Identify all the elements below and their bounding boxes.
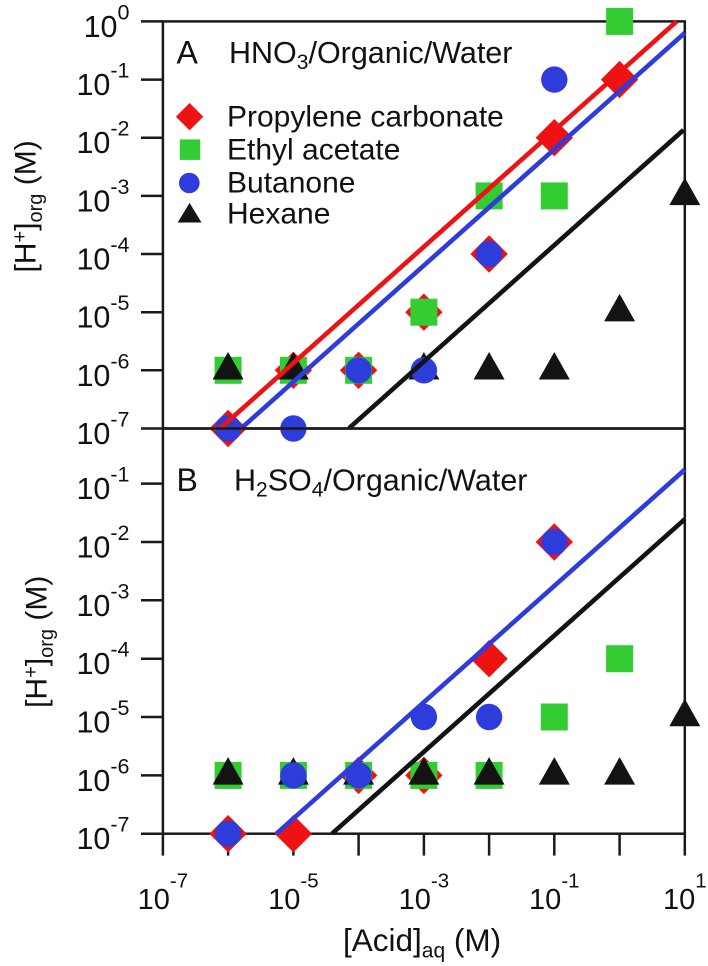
svg-text:Ethyl acetate: Ethyl acetate [227,134,400,167]
svg-text:HNO3/Organic/Water: HNO3/Organic/Water [229,36,512,74]
svg-text:Butanone: Butanone [227,167,355,200]
svg-text:A: A [177,34,199,70]
svg-text:Propylene carbonate: Propylene carbonate [227,101,504,134]
svg-text:Hexane: Hexane [227,198,330,231]
svg-text:[H+]org (M): [H+]org (M) [20,576,58,708]
svg-text:H2SO4/Organic/Water: H2SO4/Organic/Water [234,464,527,502]
svg-text:B: B [177,462,198,498]
